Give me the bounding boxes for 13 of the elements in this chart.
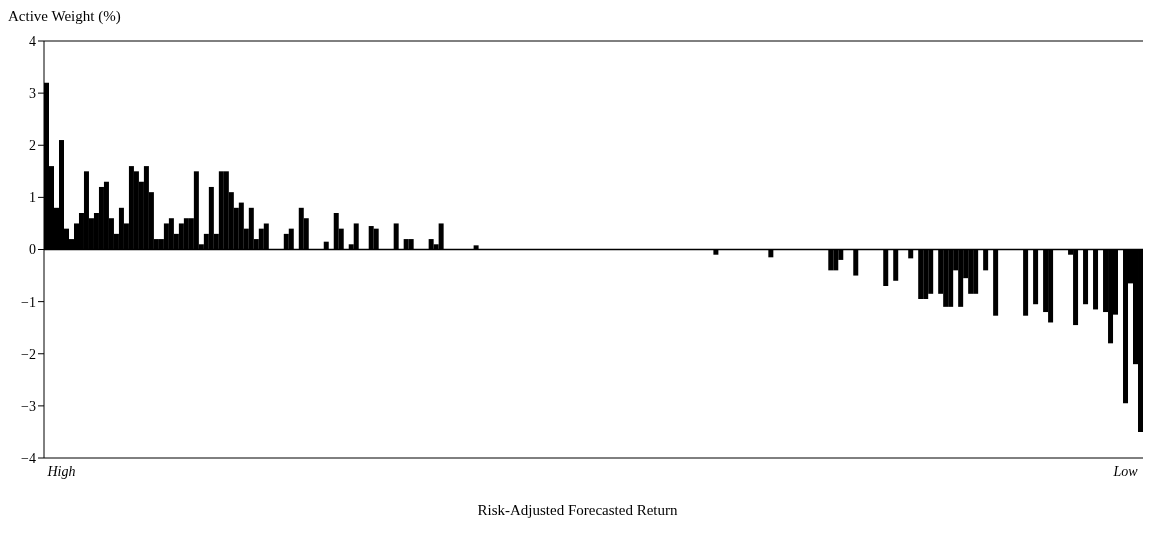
y-tick-label: −2 <box>21 346 36 362</box>
y-tick-label: 4 <box>29 33 36 49</box>
x-axis-title: Risk-Adjusted Forecasted Return <box>476 502 679 519</box>
y-tick-label: −3 <box>21 398 36 414</box>
y-tick-label: 0 <box>29 242 36 258</box>
y-tick-label: 3 <box>29 86 36 102</box>
x-tick-label: Low <box>1112 463 1139 479</box>
y-tick-label: −1 <box>21 294 36 310</box>
y-axis-title: Active Weight (%) <box>8 8 122 26</box>
y-tick-label: −4 <box>21 450 36 466</box>
y-tick-label: 1 <box>29 190 36 206</box>
x-tick-label: High <box>46 463 76 479</box>
y-tick-label: 2 <box>29 138 36 154</box>
